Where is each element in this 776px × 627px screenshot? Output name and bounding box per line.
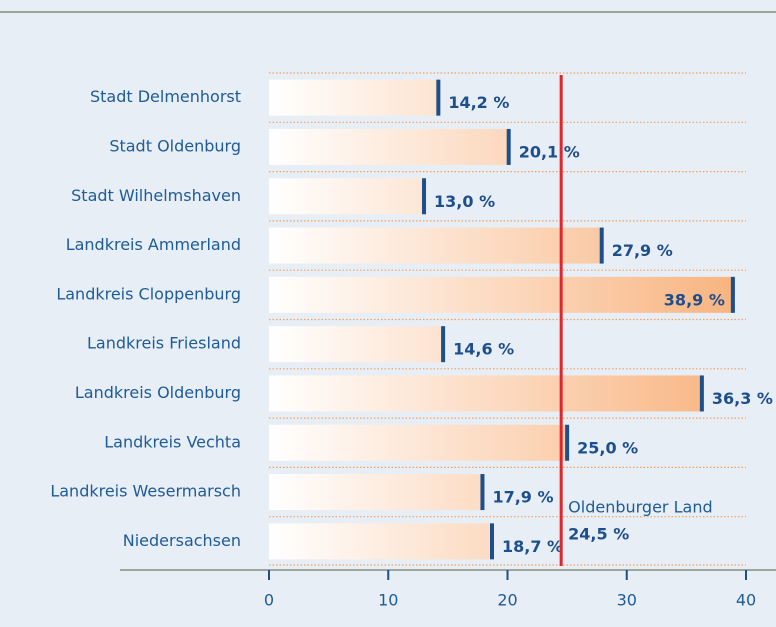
bar bbox=[269, 326, 444, 363]
x-tick-label: 40 bbox=[736, 591, 756, 610]
category-label: Landkreis Friesland bbox=[87, 334, 241, 353]
bar bbox=[269, 523, 492, 560]
category-label: Landkreis Vechta bbox=[104, 432, 241, 451]
value-label: 14,2 % bbox=[448, 93, 509, 112]
x-tick-label: 10 bbox=[378, 591, 398, 610]
value-label: 27,9 % bbox=[612, 241, 673, 260]
category-label: Landkreis Cloppenburg bbox=[56, 284, 241, 303]
bar bbox=[269, 375, 702, 412]
value-marker bbox=[506, 128, 511, 165]
value-label: 14,6 % bbox=[453, 340, 514, 359]
value-marker bbox=[565, 424, 570, 461]
category-label: Landkreis Wesermarsch bbox=[50, 482, 241, 501]
bar bbox=[269, 276, 733, 313]
value-label: 13,0 % bbox=[434, 192, 495, 211]
bar bbox=[269, 227, 602, 264]
bar bbox=[269, 128, 509, 165]
value-marker bbox=[699, 375, 704, 412]
category-label: Landkreis Oldenburg bbox=[75, 383, 241, 402]
x-tick-label: 30 bbox=[617, 591, 637, 610]
value-marker bbox=[441, 326, 446, 363]
category-label: Stadt Wilhelmshaven bbox=[71, 186, 241, 205]
value-label: 36,3 % bbox=[712, 389, 773, 408]
category-label: Stadt Oldenburg bbox=[109, 136, 241, 155]
value-label: 17,9 % bbox=[492, 488, 553, 507]
value-label: 18,7 % bbox=[502, 537, 563, 556]
value-label: 25,0 % bbox=[577, 438, 638, 457]
bar bbox=[269, 424, 568, 461]
reference-value-label: 24,5 % bbox=[568, 525, 629, 544]
value-marker bbox=[730, 276, 735, 313]
value-marker bbox=[422, 178, 427, 215]
bar bbox=[269, 79, 439, 116]
value-label: 20,1 % bbox=[519, 142, 580, 161]
value-marker bbox=[436, 79, 441, 116]
bar bbox=[269, 178, 425, 215]
category-label: Landkreis Ammerland bbox=[66, 235, 241, 254]
x-tick-label: 0 bbox=[264, 591, 274, 610]
category-label: Niedersachsen bbox=[123, 531, 241, 550]
x-tick-label: 20 bbox=[497, 591, 517, 610]
value-marker bbox=[599, 227, 604, 264]
value-marker bbox=[480, 474, 485, 511]
bar bbox=[269, 474, 483, 511]
category-label: Stadt Delmenhorst bbox=[90, 87, 241, 106]
value-marker bbox=[489, 523, 494, 560]
value-label: 38,9 % bbox=[664, 290, 725, 309]
reference-label: Oldenburger Land bbox=[568, 498, 712, 517]
